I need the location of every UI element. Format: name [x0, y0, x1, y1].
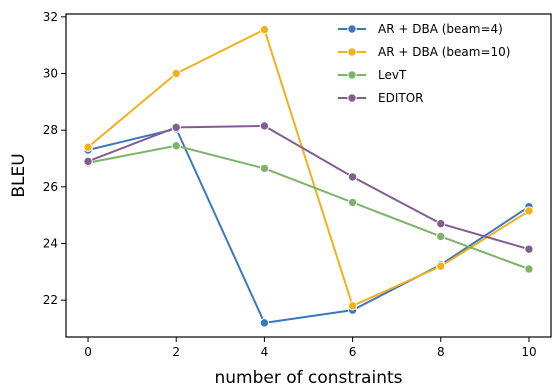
legend-item: AR + DBA (beam=4) — [338, 22, 503, 36]
y-axis: 22 24 26 28 30 32 — [43, 10, 66, 307]
data-point — [259, 318, 270, 328]
series-1 — [83, 24, 534, 311]
data-point — [347, 172, 358, 182]
data-point — [524, 264, 534, 274]
x-tick-label: 8 — [437, 345, 445, 359]
data-point — [171, 122, 181, 133]
legend-label: EDITOR — [378, 91, 423, 105]
legend-item: LevT — [338, 68, 407, 82]
legend-marker — [347, 47, 357, 57]
legend: AR + DBA (beam=4) AR + DBA (beam=10) LevT E… — [338, 22, 510, 105]
legend-label: AR + DBA (beam=10) — [378, 45, 510, 59]
data-point — [347, 197, 358, 208]
series-0 — [83, 124, 534, 328]
data-point — [259, 121, 270, 131]
x-tick-label: 0 — [84, 345, 92, 359]
legend-item: AR + DBA (beam=10) — [338, 45, 510, 59]
data-point — [259, 24, 270, 35]
data-point — [347, 301, 358, 311]
data-point — [436, 261, 446, 271]
data-point — [83, 156, 93, 167]
series-line — [87, 127, 530, 324]
series-3 — [83, 121, 534, 254]
data-point — [436, 218, 446, 229]
data-point — [259, 163, 270, 174]
data-point — [436, 231, 446, 242]
data-point — [171, 141, 181, 151]
series-2 — [83, 141, 534, 274]
y-tick-label: 26 — [43, 180, 58, 194]
data-point — [524, 206, 534, 216]
legend-label: AR + DBA (beam=4) — [378, 22, 503, 36]
data-point — [171, 68, 181, 79]
data-point — [83, 142, 93, 152]
x-tick-label: 2 — [172, 345, 180, 359]
legend-item: EDITOR — [338, 91, 423, 105]
y-tick-label: 28 — [43, 123, 58, 137]
series-line — [87, 144, 530, 270]
y-tick-label: 24 — [43, 237, 58, 251]
x-tick-label: 10 — [521, 345, 536, 359]
y-tick-label: 30 — [43, 67, 58, 81]
plot-frame — [65, 13, 552, 338]
data-point — [524, 244, 534, 254]
y-axis-label: BLEU — [9, 153, 29, 197]
x-tick-label: 6 — [349, 345, 357, 359]
x-tick-label: 4 — [261, 345, 269, 359]
legend-marker — [347, 70, 357, 80]
y-tick-label: 32 — [43, 10, 58, 24]
legend-marker — [347, 93, 357, 103]
plot-marks — [83, 24, 534, 328]
y-tick-label: 22 — [43, 293, 58, 307]
legend-label: LevT — [378, 68, 407, 82]
x-axis-label: number of constraints — [214, 368, 402, 388]
legend-marker — [347, 24, 357, 34]
series-line — [87, 124, 530, 251]
x-axis: 0 2 4 6 8 10 — [84, 337, 537, 359]
series-line — [87, 28, 530, 307]
